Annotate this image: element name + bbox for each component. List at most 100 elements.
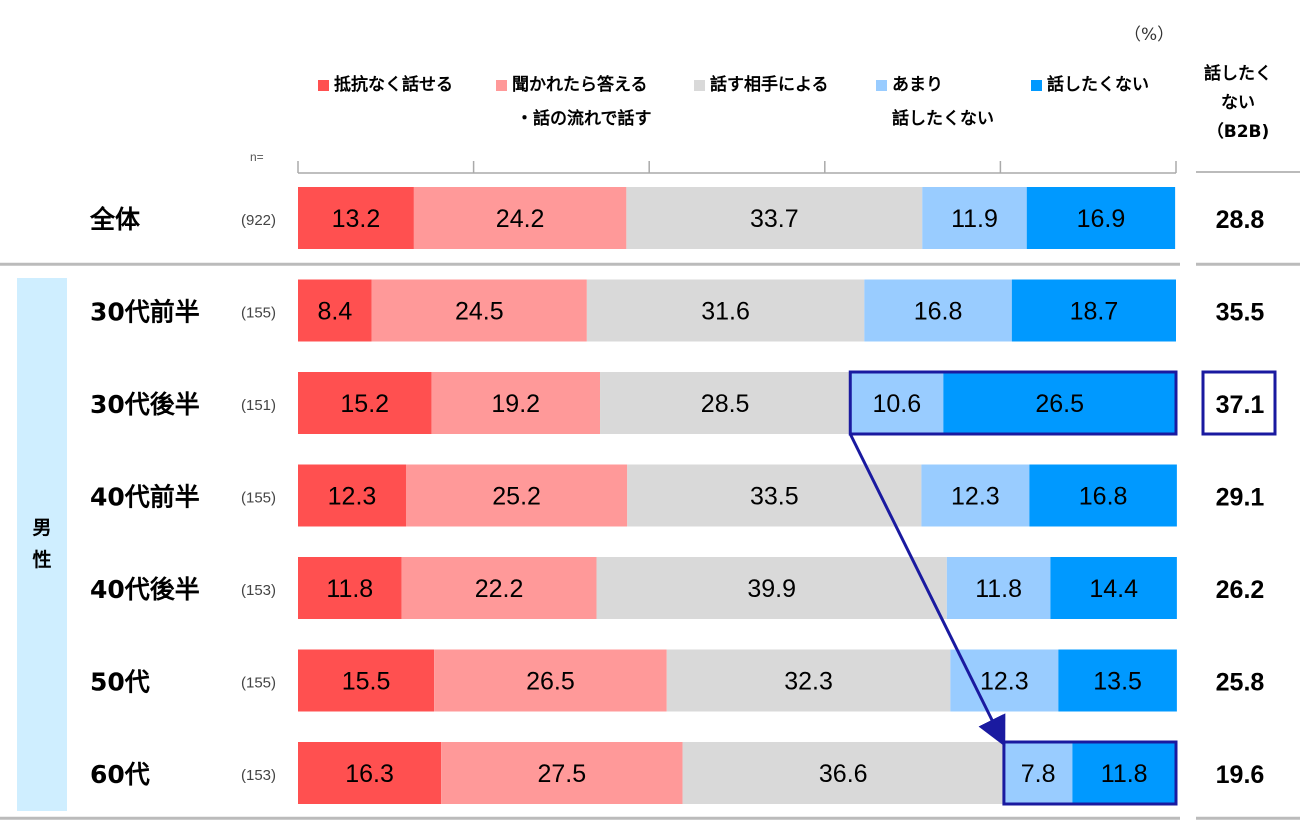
bar-value-label: 13.2 [332, 205, 381, 233]
bar-value-label: 16.3 [345, 760, 394, 788]
bar-value-label: 22.2 [475, 575, 524, 603]
bar-segment [413, 187, 627, 249]
legend-swatch [694, 79, 705, 91]
group-band-male [17, 278, 67, 811]
bar-value-label: 33.7 [750, 205, 799, 233]
bar-value-label: 11.8 [1101, 760, 1148, 788]
b2b-header-line: 話したく [1204, 64, 1272, 84]
bar-segment [405, 464, 628, 527]
row-label: 30代後半 [90, 390, 200, 419]
bar-segment [586, 279, 865, 342]
row-n-label: (151) [241, 397, 276, 414]
group-label-line: 性 [32, 549, 52, 571]
bar-segment [298, 742, 442, 804]
legend-item: 聞かれたら答える ・話の流れで話す [496, 68, 652, 136]
n-label: n= [250, 150, 264, 164]
row-n-label: (155) [241, 305, 276, 322]
b2b-value: 29.1 [1216, 484, 1265, 512]
group-label-male: 男 性 [17, 512, 67, 576]
b2b-value: 35.5 [1216, 299, 1265, 327]
bar-value-label: 28.5 [701, 390, 750, 418]
highlight-box [1002, 740, 1178, 806]
legend-item: 抵抗なく話せる [318, 68, 453, 102]
b2b-value: 26.2 [1216, 576, 1265, 604]
bar-segment [600, 372, 851, 434]
b2b-highlight-box [1201, 370, 1277, 436]
bar-segment [922, 187, 1027, 249]
bar-value-label: 12.3 [328, 483, 377, 511]
legend-label: あまり [892, 75, 943, 95]
row-n-label: (155) [241, 490, 276, 507]
bar-value-label: 24.2 [496, 205, 545, 233]
row-label: 50代 [90, 668, 150, 697]
bar-segment [596, 557, 947, 619]
bar-segment [864, 279, 1012, 342]
bar-segment [431, 372, 601, 434]
bar-segment [371, 279, 587, 342]
bar-value-label: 11.8 [975, 575, 1022, 603]
bar-value-label: 11.9 [951, 205, 998, 233]
b2b-value: 28.8 [1216, 206, 1265, 234]
row-n-label: (153) [241, 767, 276, 784]
bar-value-label: 33.5 [750, 483, 799, 511]
bar-value-label: 19.2 [491, 390, 540, 418]
bar-value-label: 26.5 [1035, 390, 1084, 418]
bar-segment [1029, 464, 1177, 527]
highlight-arrow [848, 433, 1006, 747]
bar-segment [666, 649, 951, 712]
bar-segment [627, 464, 922, 527]
bar-segment [1072, 742, 1176, 804]
bar-segment [682, 742, 1004, 804]
bar-segment [298, 372, 432, 434]
legend-label-line2: 話したくない [892, 109, 994, 129]
bar-value-label: 7.8 [1021, 760, 1056, 788]
bar-value-label: 13.5 [1093, 668, 1142, 696]
bar-value-label: 25.2 [492, 483, 541, 511]
bar-value-label: 36.6 [819, 760, 868, 788]
legend-label: 聞かれたら答える [512, 75, 648, 95]
legend-swatch [876, 79, 887, 91]
b2b-value: 19.6 [1216, 761, 1265, 789]
legend-label: 話す相手による [710, 75, 829, 95]
bar-value-label: 11.8 [326, 575, 373, 603]
bar-segment [441, 742, 683, 804]
bar-segment [950, 649, 1059, 712]
unit-label: （%） [1124, 25, 1175, 45]
legend-swatch [1031, 79, 1042, 91]
legend-label: 抵抗なく話せる [334, 75, 453, 95]
bar-value-label: 16.9 [1077, 205, 1126, 233]
b2b-header-line: （B2B) [1206, 122, 1270, 142]
bar-segment [850, 372, 944, 434]
b2b-value: 37.1 [1216, 391, 1265, 419]
bar-value-label: 27.5 [538, 760, 587, 788]
legend-swatch [318, 79, 329, 91]
bar-segment [401, 557, 597, 619]
bar-segment [921, 464, 1030, 527]
row-n-label: (155) [241, 675, 276, 692]
bar-value-label: 14.4 [1089, 575, 1138, 603]
bar-value-label: 12.3 [980, 668, 1029, 696]
bar-value-label: 16.8 [914, 298, 963, 326]
row-label: 30代前半 [90, 298, 200, 327]
bar-value-label: 31.6 [701, 298, 750, 326]
legend-swatch [496, 79, 507, 91]
b2b-header-line: ない [1221, 93, 1255, 113]
row-label: 40代前半 [90, 483, 200, 512]
bar-segment [946, 557, 1051, 619]
bar-segment [298, 279, 372, 342]
bar-value-label: 32.3 [784, 668, 833, 696]
row-label: 40代後半 [90, 575, 200, 604]
row-n-label: (153) [241, 582, 276, 599]
bar-segment [1058, 649, 1177, 712]
bar-segment [298, 464, 406, 527]
row-label: 60代 [90, 760, 150, 789]
bar-value-label: 12.3 [951, 483, 1000, 511]
b2b-header: 話したく ない （B2B) [1196, 60, 1280, 147]
group-label-line: 男 [32, 517, 52, 539]
b2b-value: 25.8 [1216, 669, 1265, 697]
legend-item: あまり 話したくない [876, 68, 994, 136]
bar-value-label: 39.9 [747, 575, 796, 603]
row-label: 全体 [89, 205, 141, 234]
bar-segment [1050, 557, 1177, 619]
